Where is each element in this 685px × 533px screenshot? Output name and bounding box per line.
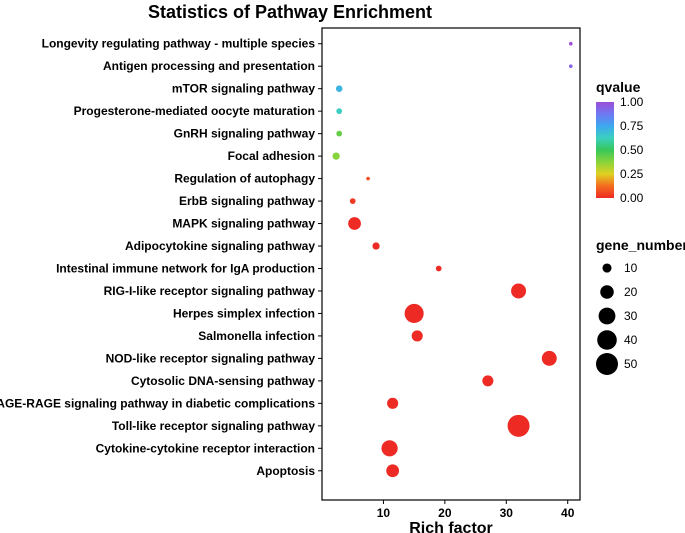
y-tick-label: Apoptosis (256, 464, 315, 478)
x-axis-label: Rich factor (409, 520, 493, 533)
legend-qvalue-tick: 1.00 (620, 95, 644, 109)
y-tick-label: Cytosolic DNA-sensing pathway (131, 374, 315, 388)
data-point (336, 108, 342, 114)
data-point (336, 131, 342, 137)
y-tick-label: Intestinal immune network for IgA produc… (56, 261, 315, 275)
y-tick-label: Longevity regulating pathway - multiple … (42, 37, 316, 51)
y-tick-label: Focal adhesion (228, 149, 315, 163)
y-tick-label: AGE-RAGE signaling pathway in diabetic c… (0, 396, 315, 410)
data-point (569, 64, 573, 68)
data-point (336, 85, 343, 92)
chart-svg: Longevity regulating pathway - multiple … (0, 0, 685, 533)
y-tick-label: Herpes simplex infection (173, 306, 315, 320)
y-tick-label: Toll-like receptor signaling pathway (112, 419, 315, 433)
legend-size-label: 30 (624, 309, 638, 323)
legend-size-dot (602, 263, 611, 272)
data-point (436, 266, 442, 272)
data-point (348, 217, 361, 230)
x-tick-label: 10 (377, 506, 391, 520)
legend-size-dot (599, 308, 616, 325)
legend-qvalue-tick: 0.50 (620, 143, 644, 157)
legend-size-dot (597, 330, 617, 350)
x-tick-label: 20 (438, 506, 452, 520)
legend-size-label: 50 (624, 357, 638, 371)
plot-panel (322, 28, 580, 500)
data-point (508, 415, 530, 437)
y-tick-label: Regulation of autophagy (174, 172, 315, 186)
y-tick-label: Salmonella infection (198, 329, 315, 343)
y-tick-label: NOD-like receptor signaling pathway (106, 351, 316, 365)
data-point (372, 242, 379, 249)
y-tick-label: mTOR signaling pathway (172, 82, 315, 96)
y-tick-label: Adipocytokine signaling pathway (125, 239, 315, 253)
y-axis: Longevity regulating pathway - multiple … (0, 37, 322, 478)
y-tick-label: Antigen processing and presentation (103, 59, 315, 73)
y-tick-label: Progesterone-mediated oocyte maturation (74, 104, 315, 118)
data-point (381, 440, 397, 456)
legend-qvalue-bar (596, 102, 614, 198)
legend-size-label: 40 (624, 333, 638, 347)
legend-size-dot (600, 285, 614, 299)
x-tick-label: 40 (561, 506, 575, 520)
y-tick-label: RIG-I-like receptor signaling pathway (104, 284, 316, 298)
data-point (511, 283, 526, 298)
y-tick-label: GnRH signaling pathway (174, 127, 316, 141)
data-point (569, 42, 573, 46)
data-point (542, 351, 557, 366)
y-tick-label: ErbB signaling pathway (179, 194, 315, 208)
legend-size-label: 20 (624, 285, 638, 299)
legend-qvalue-tick: 0.00 (620, 191, 644, 205)
data-point (332, 152, 339, 159)
legend-qvalue-tick: 0.75 (620, 119, 644, 133)
legend-size-label: 10 (624, 261, 638, 275)
legend-qvalue-tick: 0.25 (620, 167, 644, 181)
y-tick-label: Cytokine-cytokine receptor interaction (96, 441, 315, 455)
data-point (387, 398, 398, 409)
x-tick-label: 30 (500, 506, 514, 520)
data-point (412, 330, 423, 341)
data-point (386, 464, 399, 477)
legend-size-dot (596, 353, 618, 375)
legend-qvalue-title: qvalue (596, 79, 641, 95)
x-axis: 10 20 30 40 (377, 500, 575, 520)
legend-size-title: gene_number (596, 237, 685, 253)
data-point (482, 375, 493, 386)
data-point (366, 177, 370, 181)
y-tick-label: MAPK signaling pathway (172, 217, 315, 231)
data-point (350, 198, 356, 204)
data-point (405, 304, 424, 323)
